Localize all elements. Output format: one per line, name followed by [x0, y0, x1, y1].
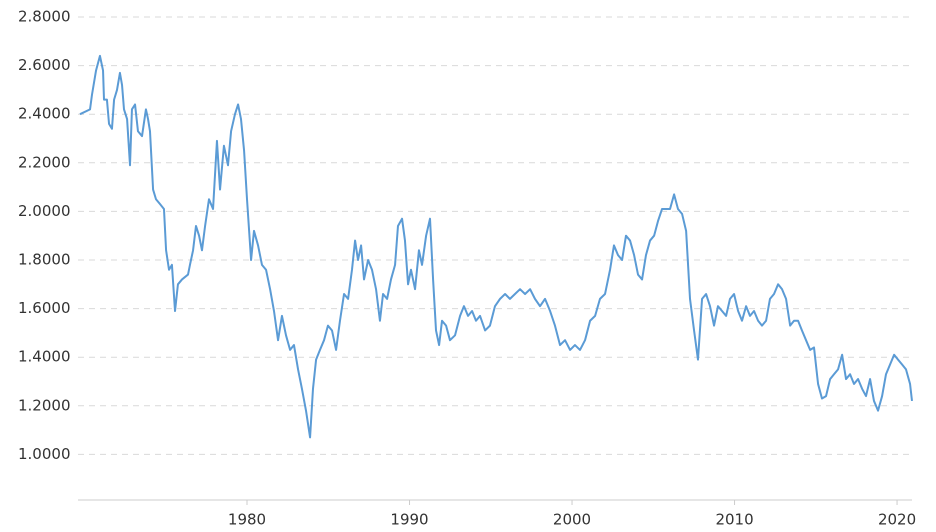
y-tick-label: 2.0000 [18, 202, 71, 220]
y-tick-label: 2.6000 [18, 56, 71, 74]
y-tick-label: 2.4000 [18, 105, 71, 123]
x-tick-label: 2010 [715, 511, 753, 529]
y-tick-label: 1.8000 [18, 251, 71, 269]
data-line [79, 54, 913, 439]
x-tick-label: 2000 [553, 511, 591, 529]
x-tick-label: 1980 [228, 511, 266, 529]
y-tick-label: 1.6000 [18, 299, 71, 317]
y-tick-label: 1.0000 [18, 445, 71, 463]
x-tick-label: 1990 [390, 511, 428, 529]
y-tick-label: 2.8000 [18, 8, 71, 26]
y-tick-label: 1.2000 [18, 396, 71, 414]
y-tick-label: 1.4000 [18, 348, 71, 366]
y-tick-label: 2.2000 [18, 153, 71, 171]
x-tick-label: 2020 [878, 511, 916, 529]
